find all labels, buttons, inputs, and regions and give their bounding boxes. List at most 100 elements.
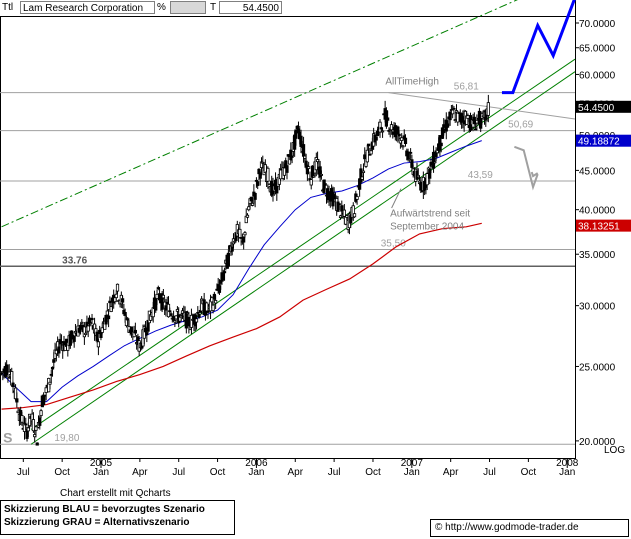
candle-body — [227, 253, 229, 266]
legend-gray-line: Skizzierung GRAU = Alternativszenario — [4, 516, 231, 529]
candle-body — [454, 120, 456, 121]
x-tick-label: Oct — [210, 467, 226, 478]
x-tick-label: Apr — [132, 467, 148, 478]
candle-body — [310, 180, 312, 185]
annotation-text: September 2004 — [390, 221, 464, 232]
y-tick-label: 35.0000 — [579, 250, 616, 261]
candle-body — [223, 272, 225, 273]
y-tick-label: 40.0000 — [579, 206, 616, 217]
candle-body — [91, 318, 93, 319]
candle-body — [251, 203, 253, 205]
x-tick-label: Oct — [521, 467, 537, 478]
x-tick-label: Apr — [287, 467, 303, 478]
level-label: 33.76 — [62, 255, 87, 266]
candle-body — [487, 103, 489, 116]
candle-body — [169, 311, 171, 312]
annotation-text: S — [3, 430, 12, 446]
candle-body — [434, 162, 436, 163]
value-label: 54.4500 — [578, 103, 615, 114]
candle-body — [97, 342, 99, 347]
x-tick-label: Jul — [172, 467, 185, 478]
candle-body — [390, 125, 392, 130]
candle-body — [87, 326, 89, 331]
y-tick-label: 60.0000 — [579, 70, 616, 81]
candle-body — [267, 168, 269, 181]
candle-body — [440, 143, 442, 146]
candle-body — [283, 168, 285, 175]
candle-body — [172, 316, 174, 320]
candle-body — [197, 312, 199, 313]
candle-body — [254, 193, 256, 199]
candle-body — [244, 233, 246, 235]
level-label: 43,59 — [468, 170, 493, 181]
candle-body — [400, 138, 402, 141]
candle-body — [369, 154, 371, 155]
trendline — [31, 72, 575, 445]
candle-body — [134, 330, 136, 333]
candle-body — [242, 237, 244, 242]
candle-body — [386, 118, 388, 120]
legend-blue-line: Skizzierung BLAU = bevorzugtes Szenario — [4, 503, 231, 516]
x-tick-label: Jul — [483, 467, 496, 478]
candle-body — [81, 322, 83, 323]
x-tick-label: Jul — [328, 467, 341, 478]
candle-body — [256, 182, 258, 186]
candle-body — [381, 131, 383, 132]
candle-body — [39, 418, 41, 425]
candle-body — [116, 284, 118, 291]
x-year-label: 2007 — [401, 458, 424, 469]
x-tick-label: Oct — [54, 467, 70, 478]
candle-body — [307, 167, 309, 169]
y-tick-label: 45.0000 — [579, 166, 616, 177]
candle-body — [146, 333, 148, 335]
candle-body — [295, 130, 297, 139]
candle-body — [101, 328, 103, 333]
y-tick-label: 25.0000 — [579, 362, 616, 373]
x-year-label: 2005 — [90, 458, 113, 469]
annotation-text: AllTimeHigh — [385, 77, 439, 88]
candle-body — [353, 214, 355, 217]
candle-body — [115, 294, 117, 297]
candle-body — [162, 295, 164, 298]
candle-body — [338, 204, 340, 205]
candle-body — [239, 229, 241, 237]
candle-body — [40, 411, 42, 416]
candle-body — [35, 427, 37, 430]
candle-body — [175, 316, 177, 319]
level-label: 56,81 — [454, 82, 479, 93]
candle-body — [367, 144, 369, 146]
candle-body — [124, 312, 126, 315]
candle-body — [107, 316, 109, 319]
copyright-link[interactable]: © http://www.godmode-trader.de — [430, 519, 629, 537]
candle-body — [467, 116, 469, 119]
candle-body — [156, 294, 158, 298]
candle-body — [21, 416, 23, 423]
y-tick-label: 65.0000 — [579, 44, 616, 55]
candle-body — [375, 137, 377, 140]
x-tick-label: Oct — [365, 467, 381, 478]
candle-body — [198, 314, 200, 317]
candle-body — [246, 215, 248, 217]
candle-body — [127, 319, 129, 320]
value-label: 49.18872 — [578, 137, 620, 148]
candle-body — [73, 336, 75, 341]
ma-blue-line — [2, 141, 482, 402]
candle-body — [195, 319, 197, 322]
annotation-text: Aufwärtstrend seit — [390, 208, 470, 219]
candle-body — [36, 443, 38, 445]
x-tick-label: Apr — [443, 467, 459, 478]
level-label: 19,80 — [54, 433, 79, 444]
created-with-note: Chart erstellt mit Qcharts — [60, 488, 171, 499]
candle-body — [356, 197, 358, 200]
price-chart: 70.000065.000060.000055.000050.000045.00… — [0, 0, 631, 500]
x-year-label: 2008 — [556, 458, 579, 469]
trendline — [31, 59, 575, 429]
candle-body — [16, 399, 18, 402]
candle-body — [212, 305, 214, 310]
x-tick-label: Jul — [17, 467, 30, 478]
x-year-label: 2006 — [245, 458, 268, 469]
candle-body — [408, 159, 410, 160]
candle-body — [392, 132, 394, 134]
candle-body — [286, 166, 288, 173]
candle-body — [324, 184, 326, 186]
